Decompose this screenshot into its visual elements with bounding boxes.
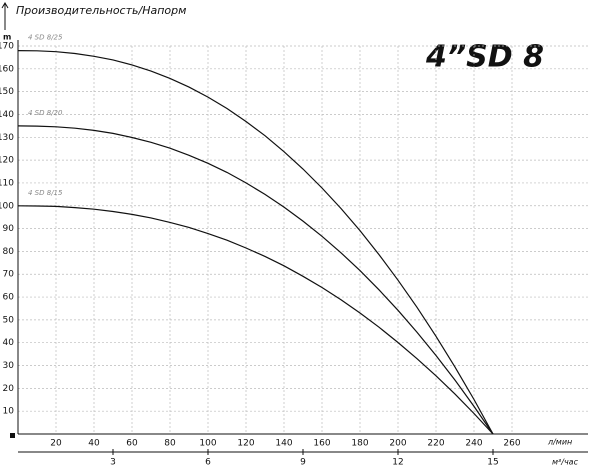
y-tick-label: 160: [0, 64, 14, 74]
x-tick-label: 60: [126, 439, 138, 449]
x-tick-label: 140: [275, 439, 292, 449]
y-arrow-head: [1, 2, 9, 9]
x-tick-label: 100: [199, 439, 216, 449]
curve: [17, 125, 494, 435]
y-tick-label: 140: [0, 110, 14, 120]
x2-tick-label: 9: [300, 458, 306, 468]
y-tick-label: 20: [3, 384, 15, 394]
x-tick-label: 40: [88, 439, 100, 449]
x-tick-label: 80: [164, 439, 176, 449]
x-tick-label: 220: [427, 439, 444, 449]
x-tick-label: 180: [351, 439, 368, 449]
curve: [17, 205, 494, 435]
y-tick-label: 130: [0, 133, 14, 143]
x-tick-label: 120: [237, 439, 254, 449]
x2-tick-label: 12: [392, 458, 403, 468]
origin-marker: [10, 433, 15, 438]
x2-tick-label: 6: [205, 458, 211, 468]
y-tick-label: 80: [3, 247, 15, 257]
x-tick-label: 200: [389, 439, 406, 449]
x-tick-label: 240: [465, 439, 482, 449]
curve: [17, 50, 494, 435]
y-tick-label: 150: [0, 87, 14, 97]
y-tick-label: 40: [3, 338, 15, 348]
x-axis-label: л/мин: [547, 438, 572, 447]
x-tick-label: 20: [50, 439, 62, 449]
x-tick-label: 260: [503, 439, 520, 449]
y-tick-label: 90: [3, 224, 15, 234]
y-axis-label: m: [3, 33, 11, 42]
x2-tick-label: 3: [110, 458, 116, 468]
y-tick-label: 30: [3, 361, 15, 371]
y-tick-label: 170: [0, 42, 14, 52]
y-tick-label: 60: [3, 293, 15, 303]
y-tick-label: 100: [0, 201, 14, 211]
y-tick-label: 120: [0, 156, 14, 166]
x-tick-label: 160: [313, 439, 330, 449]
y-tick-label: 50: [3, 315, 15, 325]
y-tick-label: 10: [3, 407, 15, 417]
series-label: 4 SD 8/15: [28, 189, 63, 197]
y-tick-label: 70: [3, 270, 15, 280]
x2-axis-label: м³/час: [552, 458, 579, 467]
y-tick-label: 110: [0, 178, 14, 188]
model-label: 4”SD 8: [425, 40, 544, 75]
series-label: 4 SD 8/20: [28, 109, 63, 117]
chart-title: Производительность/Напорм: [16, 4, 186, 17]
x2-tick-label: 15: [487, 458, 498, 468]
series-label: 4 SD 8/25: [28, 34, 63, 42]
